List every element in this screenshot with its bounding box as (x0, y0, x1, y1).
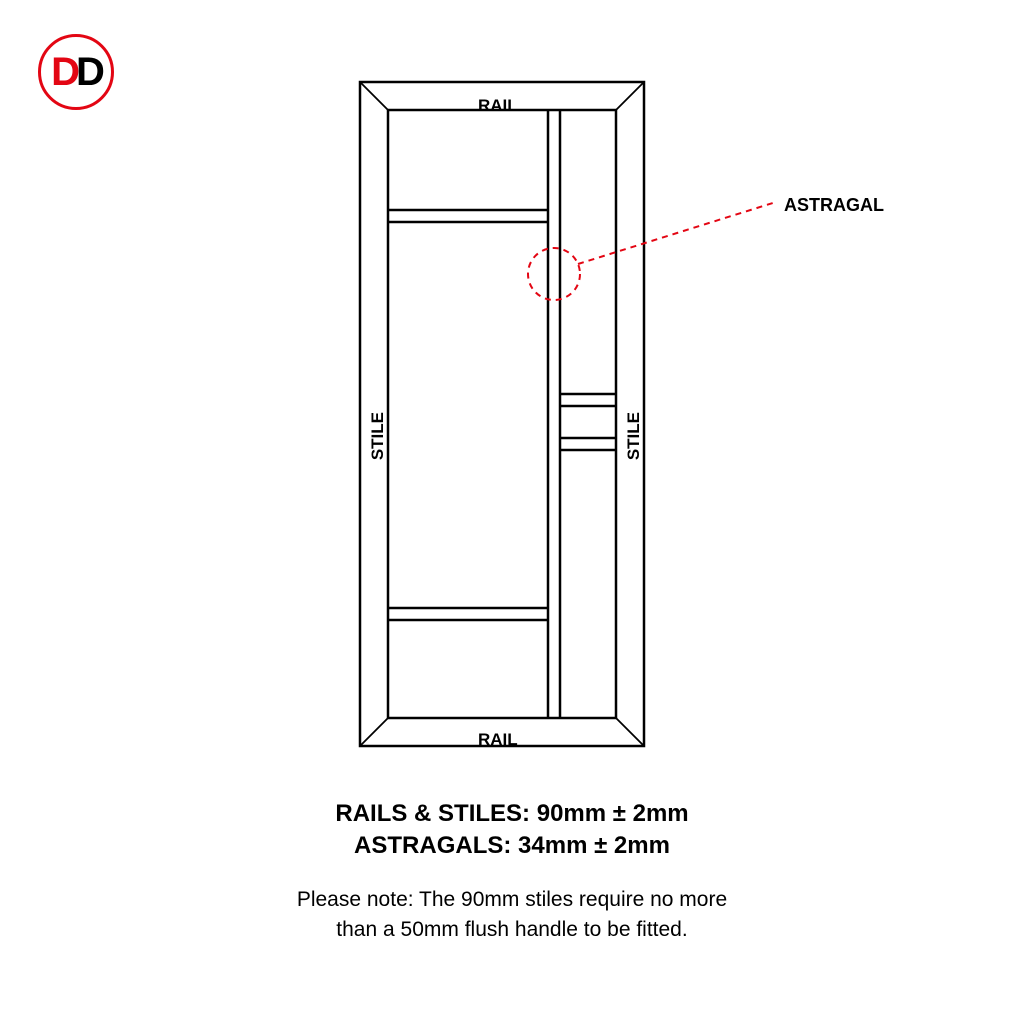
note-line-2: than a 50mm flush handle to be fitted. (112, 915, 912, 945)
spec-rails-stiles: RAILS & STILES: 90mm ± 2mm (112, 798, 912, 830)
spec-astragals: ASTRAGALS: 34mm ± 2mm (112, 830, 912, 862)
label-left-stile: STILE (368, 412, 388, 460)
dimensions-caption: RAILS & STILES: 90mm ± 2mm ASTRAGALS: 34… (112, 798, 912, 946)
label-top-rail: RAIL (478, 96, 518, 116)
label-astragal-callout: ASTRAGAL (784, 195, 884, 216)
note-line-1: Please note: The 90mm stiles require no … (112, 885, 912, 915)
label-bottom-rail: RAIL (478, 730, 518, 750)
label-right-stile: STILE (624, 412, 644, 460)
